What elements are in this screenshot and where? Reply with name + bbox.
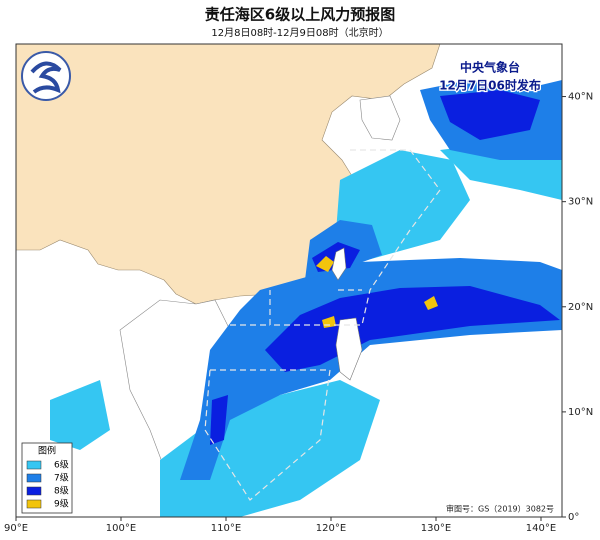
wind-area [160,380,380,517]
logo-mark [30,61,62,94]
y-tick-label: 30°N [568,197,593,208]
zone-boundary [204,369,331,501]
zone-boundary [230,289,362,326]
y-tick-label: 10°N [568,407,593,418]
y-tick-label: 0° [568,512,579,523]
land-taiwan [331,247,347,281]
x-tick-label: 90°E [4,523,28,534]
x-tick-label: 120°E [316,523,346,534]
issue-time: 12月7日06时发布 [439,78,541,93]
legend-swatch [26,473,42,483]
legend-label: 9级 [54,498,69,510]
map-frame [15,43,563,518]
legend-title: 图例 [38,445,56,457]
legend-label: 8级 [54,485,69,497]
sea-zones [204,149,441,501]
y-tick-label: 40°N [568,92,593,103]
wind-areas [50,80,562,517]
legend-swatch [26,499,42,509]
wind-area [316,256,334,272]
legend-label: 6级 [54,459,69,471]
y-tick-label: 20°N [568,302,593,313]
zone-boundary [269,149,441,326]
approval: 审图号：GS（2019）3082号 [446,504,554,514]
map [15,43,562,517]
legend-label: 7级 [54,472,69,484]
subtitle: 12月8日08时-12月9日08时（北京时） [211,26,388,39]
x-tick-label: 140°E [526,523,556,534]
x-tick-label: 130°E [421,523,451,534]
land-philippines [335,317,363,381]
wind-area [424,296,438,310]
wind-area [440,90,540,140]
legend-swatch [26,486,42,496]
x-tick-label: 100°E [106,523,136,534]
legend-swatch [26,460,42,470]
agency: 中央气象台 [460,60,520,75]
land-korea-japan [359,95,401,141]
x-tick-label: 110°E [211,523,241,534]
title: 责任海区6级以上风力预报图 [205,6,395,24]
wind-area [50,380,110,450]
wind-area [210,395,228,445]
